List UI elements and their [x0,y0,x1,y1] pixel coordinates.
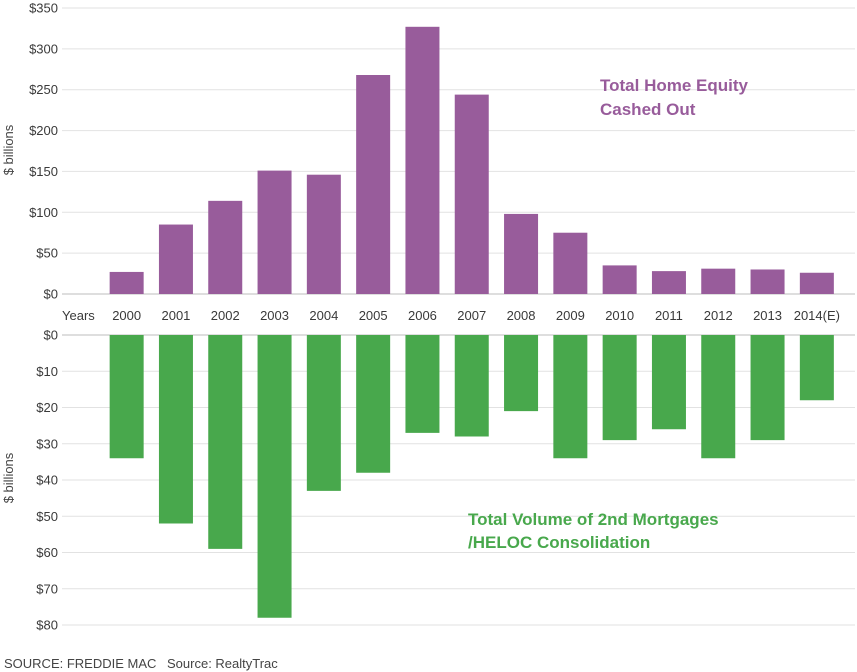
top-y-tick-label: $250 [29,82,58,97]
top-y-ticks: $0 $50 $100 $150 $200 $250 $300 $350 [29,1,58,302]
x-tick-label: 2004 [309,308,338,323]
bottom-bar [602,335,637,441]
top-bar [109,271,144,294]
top-bar [504,213,539,294]
top-y-tick-label: $0 [44,287,58,302]
x-tick-label: 2006 [408,308,437,323]
top-bar [651,271,686,294]
x-tick-label: 2012 [704,308,733,323]
x-tick-label: 2002 [211,308,240,323]
x-tick-label: 2007 [457,308,486,323]
top-y-axis-label: $ billions [1,124,16,175]
bottom-bar [701,335,736,459]
bottom-bar [257,335,292,618]
bottom-bar [553,335,588,459]
x-tick-label: 2005 [359,308,388,323]
bottom-y-tick-label: $20 [36,400,58,415]
x-tick-label: 2013 [753,308,782,323]
bottom-bar [306,335,341,491]
top-bar [208,200,243,294]
x-tick-label: 2001 [161,308,190,323]
bottom-y-tick-label: $30 [36,436,58,451]
bottom-bar [109,335,144,459]
x-ticks: 2000 2001 2002 2003 2004 2005 2006 2007 2008 2009… [112,308,840,323]
bottom-bar [799,335,834,401]
top-bar [750,269,785,294]
x-tick-label: 2010 [605,308,634,323]
bottom-y-axis-label: $ billions [1,452,16,503]
bottom-y-tick-label: $60 [36,545,58,560]
bottom-bar [651,335,686,430]
bottom-bar [208,335,243,549]
top-bar [799,272,834,294]
top-y-tick-label: $150 [29,164,58,179]
bottom-bar [405,335,440,433]
bottom-bar [356,335,391,473]
bottom-y-tick-label: $70 [36,581,58,596]
top-bar [553,232,588,294]
bottom-y-tick-label: $0 [44,328,58,343]
bottom-bar [504,335,539,412]
x-tick-label: 2011 [655,308,683,323]
top-annotation-line-1: Total Home Equity [600,76,749,95]
top-bar [405,26,440,295]
bottom-y-tick-label: $80 [36,618,58,633]
bottom-y-ticks: $0 $10 $20 $30 $40 $50 $60 $70 $80 [36,328,58,633]
top-annotation-line-2: Cashed Out [600,100,696,119]
bottom-bar [158,335,193,524]
bottom-annotation-line-1: Total Volume of 2nd Mortgages [468,510,719,529]
top-bar [306,174,341,294]
bottom-bar [750,335,785,441]
top-bar [356,75,391,295]
x-tick-label: 2000 [112,308,141,323]
bottom-y-tick-label: $10 [36,364,58,379]
x-tick-label: 2003 [260,308,289,323]
top-bar [158,224,193,294]
top-bar [701,268,736,294]
x-tick-label: 2008 [507,308,536,323]
top-bar [454,94,489,294]
top-bar [602,265,637,294]
top-y-tick-label: $200 [29,123,58,138]
source-realtytrac: Source: RealtyTrac [167,656,278,671]
bottom-y-tick-label: $50 [36,509,58,524]
source-freddie-mac: SOURCE: FREDDIE MAC [4,656,156,671]
top-y-tick-label: $300 [29,41,58,56]
top-bar [257,170,292,294]
x-tick-label: 2014(E) [794,308,840,323]
top-y-tick-label: $100 [29,205,58,220]
bottom-annotation-line-2: /HELOC Consolidation [468,533,650,552]
bottom-y-tick-label: $40 [36,473,58,488]
x-axis-label: Years [62,308,95,323]
top-y-tick-label: $350 [29,1,58,16]
top-y-tick-label: $50 [36,246,58,261]
x-tick-label: 2009 [556,308,585,323]
bottom-bars [109,335,834,618]
top-bars [109,26,834,295]
bottom-bar [454,335,489,437]
